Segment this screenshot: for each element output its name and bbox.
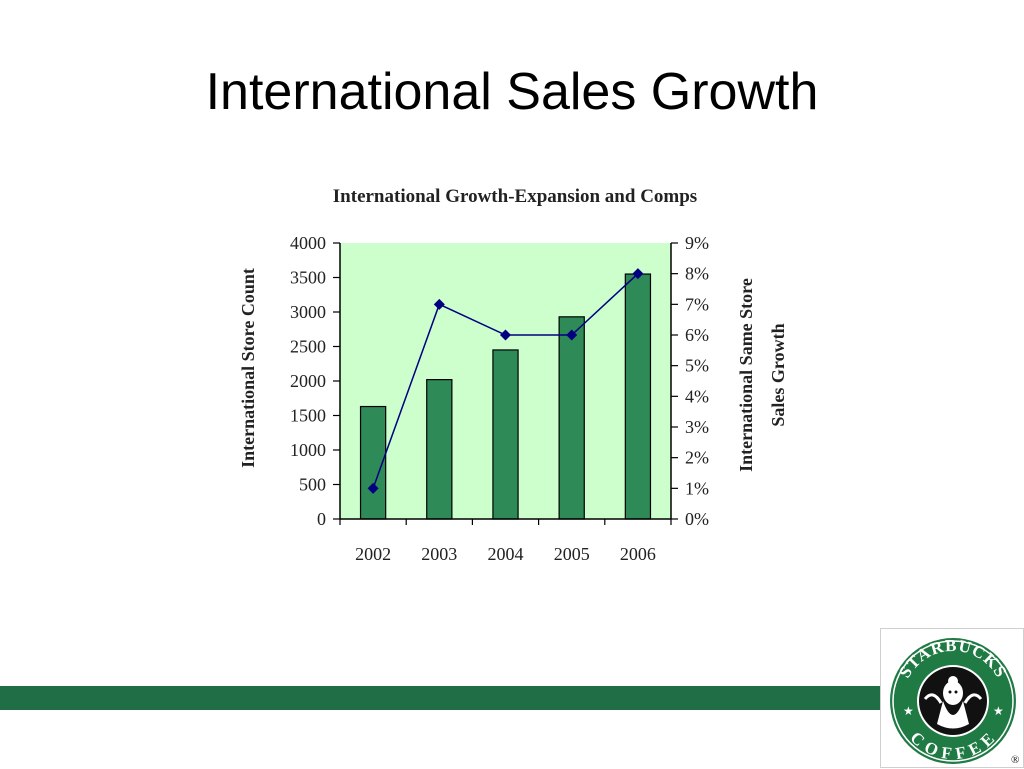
growth-point-2006: [632, 268, 644, 280]
axes: [333, 242, 678, 525]
left-tick-labels: 0 500 1000 1500 2000 2500 3000 3500 4000: [290, 233, 326, 529]
starbucks-logo: ★ ★ STARBUCKS COFFEE ®: [880, 628, 1024, 768]
growth-point-2005: [566, 329, 578, 341]
growth-point-2003: [433, 298, 445, 310]
left-tick-label: 4000: [290, 233, 326, 253]
right-tick-label: 8%: [685, 264, 709, 284]
right-tick-label: 9%: [685, 233, 709, 253]
x-tick-label: 2002: [355, 544, 391, 564]
left-tick-label: 1000: [290, 440, 326, 460]
bars: [359, 273, 652, 520]
left-tick-label: 1500: [290, 406, 326, 426]
bar-2004: [492, 349, 519, 520]
logo-star-left-icon: ★: [903, 704, 914, 718]
growth-point-2004: [500, 329, 511, 341]
line-series: [367, 268, 644, 494]
right-tick-label: 4%: [685, 386, 709, 406]
registered-mark: ®: [1011, 754, 1019, 766]
x-tick-labels: 2002 2003 2004 2005 2006: [355, 544, 656, 564]
logo-star-right-icon: ★: [993, 704, 1004, 718]
bar-2006: [624, 273, 652, 520]
right-tick-label: 1%: [685, 478, 709, 498]
left-tick-label: 3000: [290, 302, 326, 322]
right-tick-label: 7%: [685, 294, 709, 314]
right-tick-label: 0%: [685, 509, 709, 529]
left-tick-label: 0: [317, 509, 326, 529]
chart: International Growth-Expansion and Comps…: [238, 186, 788, 564]
right-tick-label: 2%: [685, 448, 709, 468]
siren-icon: [923, 676, 983, 729]
x-tick-label: 2006: [620, 544, 656, 564]
chart-title: International Growth-Expansion and Comps: [333, 186, 697, 207]
y-axis-label-left: International Store Count: [238, 268, 258, 468]
bar-2005: [558, 316, 585, 520]
left-tick-label: 2000: [290, 371, 326, 391]
y-axis-label-right-line1: International Same Store: [736, 278, 756, 472]
x-tick-label: 2004: [488, 544, 524, 564]
right-tick-label: 6%: [685, 325, 709, 345]
slide-title: International Sales Growth: [205, 63, 819, 121]
right-tick-label: 3%: [685, 417, 709, 437]
right-tick-labels: 0% 1% 2% 3% 4% 5% 6% 7% 8% 9%: [685, 233, 709, 529]
y-axis-label-right-line2: Sales Growth: [768, 323, 788, 426]
left-tick-label: 2500: [290, 337, 326, 357]
x-tick-label: 2003: [421, 544, 457, 564]
left-tick-label: 3500: [290, 268, 326, 288]
growth-point-2002: [367, 482, 379, 494]
x-tick-label: 2005: [554, 544, 590, 564]
right-tick-label: 5%: [685, 356, 709, 376]
footer-band: [0, 686, 880, 710]
left-tick-label: 500: [299, 475, 326, 495]
bar-2003: [426, 379, 453, 520]
